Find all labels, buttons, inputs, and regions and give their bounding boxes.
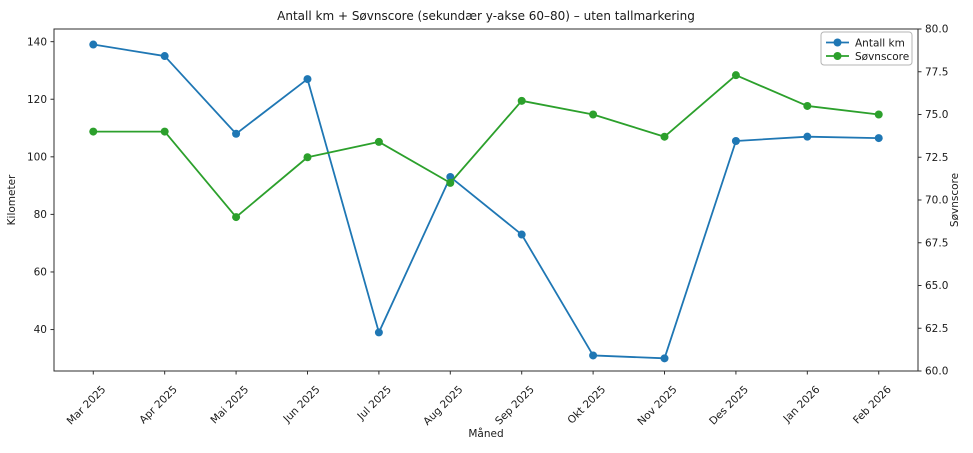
y-left-tick-label: 40 [34, 324, 47, 336]
y-right-tick-label: 75.0 [925, 109, 948, 121]
series-marker-antall-km [303, 75, 312, 84]
y-right-tick-label: 72.5 [925, 152, 948, 164]
y-left-tick-label: 120 [27, 94, 47, 106]
x-tick-label: Jul 2025 [355, 384, 394, 423]
series-marker-antall-km [374, 328, 383, 337]
series-marker-antall-km [803, 132, 812, 141]
series-marker-søvnscore [589, 110, 598, 119]
plot-area: 40 60 80 100 120 140 60.0 62.5 65.0 67.5 70.0 72.5 7… [27, 24, 948, 428]
series-marker-søvnscore [374, 137, 383, 146]
x-tick-label: Aug 2025 [421, 384, 465, 428]
y-left-tick-label: 80 [34, 209, 47, 221]
series-marker-søvnscore [446, 178, 455, 187]
y-right-tick-label: 60.0 [925, 366, 948, 378]
x-tick-label: Feb 2026 [851, 383, 894, 426]
series-marker-antall-km [660, 354, 669, 363]
series-line-antall-km [92, 43, 880, 360]
x-tick-label: Mar 2025 [65, 384, 109, 428]
series-marker-antall-km [589, 351, 598, 360]
x-tick-label: Apr 2025 [137, 384, 180, 427]
x-tick-label: Jan 2026 [781, 383, 823, 425]
series-marker-antall-km [874, 134, 883, 143]
series-marker-søvnscore [160, 127, 169, 136]
y-right-tick-label: 80.0 [925, 24, 948, 36]
x-tick-label: Mai 2025 [208, 384, 251, 427]
legend-label: Søvnscore [855, 51, 909, 63]
x-tick-label: Nov 2025 [635, 384, 679, 428]
series-marker-søvnscore [731, 71, 740, 80]
y-left-tick-label: 100 [27, 152, 47, 164]
x-tick-label: Okt 2025 [565, 384, 608, 427]
series-marker-antall-km [232, 129, 241, 138]
y-left-axis-title: Kilometer [6, 174, 18, 225]
chart-title: Antall km + Søvnscore (sekundær y-akse 6… [277, 9, 695, 23]
legend-sample-marker [833, 52, 842, 60]
x-axis-title: Måned [468, 427, 503, 440]
legend-label: Antall km [855, 37, 905, 49]
legend: Antall km Søvnscore [820, 31, 913, 66]
series-marker-søvnscore [660, 132, 669, 141]
series-marker-antall-km [89, 40, 98, 49]
series-marker-søvnscore [517, 96, 526, 105]
y-left-tick-label: 60 [34, 267, 47, 279]
series-marker-søvnscore [803, 101, 812, 110]
legend-sample-marker [833, 38, 842, 47]
series-marker-antall-km [160, 52, 169, 61]
y-right-tick-label: 77.5 [925, 66, 948, 78]
series-line-søvnscore [92, 74, 880, 219]
y-right-axis-title: Søvnscore [949, 173, 961, 227]
y-left-tick-label: 140 [27, 36, 47, 48]
series-marker-søvnscore [232, 213, 241, 222]
series-marker-søvnscore [89, 127, 98, 136]
series-marker-antall-km [731, 136, 740, 145]
plot-border [53, 28, 919, 372]
y-right-tick-label: 62.5 [925, 323, 948, 335]
series-marker-antall-km [446, 172, 455, 181]
y-right-tick-label: 70.0 [925, 195, 948, 207]
y-right-tick-label: 65.0 [925, 280, 948, 292]
series-marker-antall-km [517, 230, 526, 239]
series-marker-søvnscore [874, 110, 883, 119]
x-tick-label: Des 2025 [707, 384, 751, 428]
x-tick-label: Jun 2025 [281, 384, 323, 426]
x-tick-label: Sep 2025 [493, 384, 537, 428]
series-marker-søvnscore [303, 153, 312, 162]
y-right-tick-label: 67.5 [925, 237, 948, 249]
